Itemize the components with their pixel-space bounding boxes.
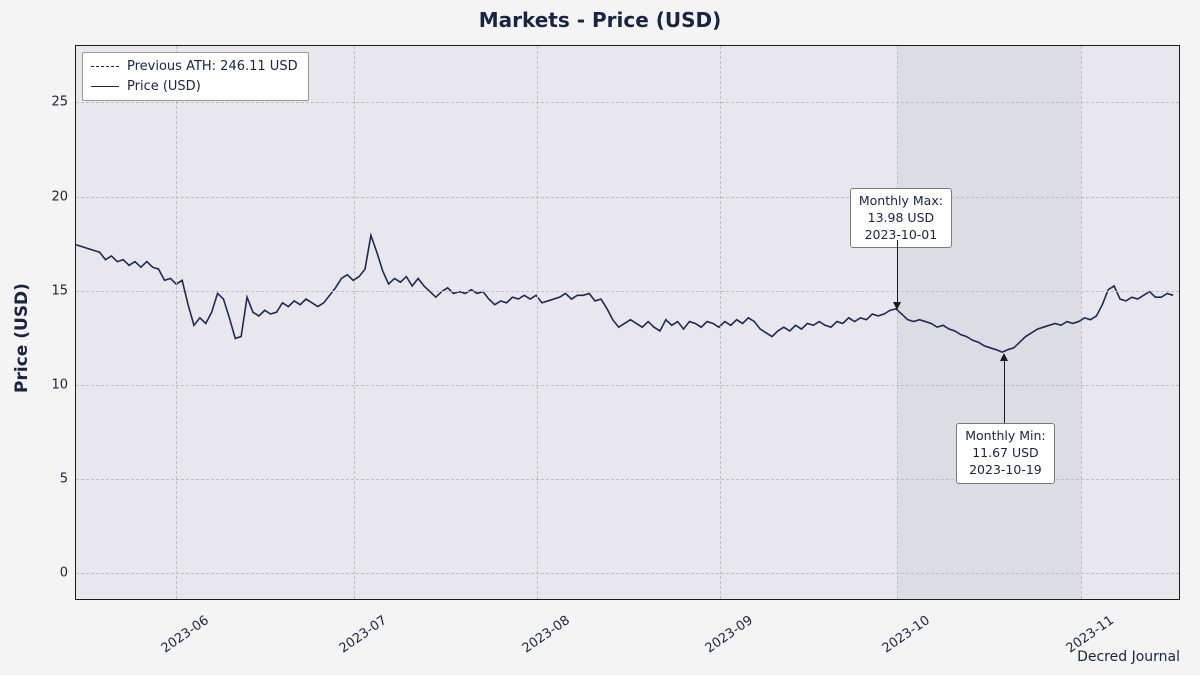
- plot-area: 05101520252023-062023-072023-082023-0920…: [75, 45, 1180, 600]
- annotation-monthly-max: Monthly Max:13.98 USD2023-10-01: [850, 188, 952, 249]
- y-tick-label: 10: [51, 377, 68, 392]
- gridline-vertical: [720, 46, 721, 599]
- legend-label: Price (USD): [127, 77, 201, 97]
- legend: Previous ATH: 246.11 USD Price (USD): [82, 52, 309, 101]
- gridline-vertical: [176, 46, 177, 599]
- gridline-horizontal: [76, 197, 1179, 198]
- x-tick-label: 2023-10: [880, 613, 933, 656]
- gridline-vertical: [1081, 46, 1082, 599]
- legend-swatch-solid: [91, 86, 119, 87]
- y-tick-label: 15: [51, 283, 68, 298]
- gridline-horizontal: [76, 291, 1179, 292]
- x-tick-label: 2023-08: [520, 613, 573, 656]
- attribution-text: Decred Journal: [1077, 649, 1180, 665]
- annotation-arrow: [897, 240, 898, 302]
- x-tick-label: 2023-09: [703, 613, 756, 656]
- x-tick-label: 2023-07: [336, 613, 389, 656]
- y-axis-label: Price (USD): [12, 283, 32, 393]
- price-line: [76, 46, 1179, 599]
- annotation-arrowhead: [893, 302, 901, 310]
- gridline-horizontal: [76, 102, 1179, 103]
- gridline-vertical: [537, 46, 538, 599]
- y-tick-label: 25: [51, 95, 68, 110]
- legend-item-price: Price (USD): [91, 77, 298, 97]
- y-tick-label: 0: [60, 565, 68, 580]
- y-tick-label: 20: [51, 189, 68, 204]
- annotation-arrowhead: [1000, 353, 1008, 361]
- gridline-horizontal: [76, 573, 1179, 574]
- gridline-vertical: [897, 46, 898, 599]
- annotation-arrow: [1004, 361, 1005, 423]
- annotation-monthly-min: Monthly Min:11.67 USD2023-10-19: [956, 423, 1054, 484]
- legend-swatch-dashed: [91, 66, 119, 67]
- x-tick-label: 2023-06: [159, 613, 212, 656]
- chart-title: Markets - Price (USD): [0, 8, 1200, 32]
- legend-item-ath: Previous ATH: 246.11 USD: [91, 57, 298, 77]
- gridline-horizontal: [76, 385, 1179, 386]
- legend-label: Previous ATH: 246.11 USD: [127, 57, 298, 77]
- gridline-vertical: [354, 46, 355, 599]
- y-tick-label: 5: [60, 471, 68, 486]
